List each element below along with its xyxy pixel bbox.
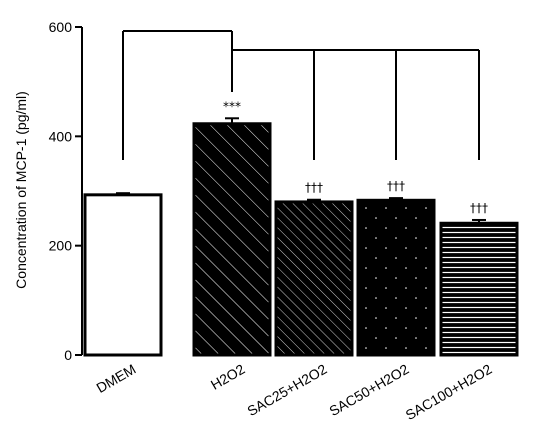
category-label: SAC25+H2O2 [244, 361, 329, 420]
significance-label: ††† [305, 181, 323, 195]
bar [192, 122, 272, 357]
category-label: SAC100+H2O2 [403, 361, 495, 423]
comparison-brackets [122, 30, 480, 160]
bar [439, 221, 519, 357]
bar [83, 193, 163, 357]
bar [274, 200, 354, 357]
category-label: DMEM [93, 361, 138, 396]
bars [83, 117, 519, 357]
y-tick-label: 0 [64, 347, 72, 363]
bar [356, 198, 436, 357]
significance-label: *** [223, 99, 241, 113]
significance-label: ††† [387, 179, 405, 193]
y-tick-label: 200 [49, 238, 73, 254]
y-tick-label: 600 [49, 19, 73, 35]
significance-label: ††† [470, 201, 488, 215]
y-axis-title: Concentration of MCP-1 (pg/ml) [13, 91, 29, 289]
category-label: H2O2 [208, 361, 248, 393]
y-tick-label: 400 [49, 128, 73, 144]
category-label: SAC50+H2O2 [326, 361, 411, 420]
axes: 0 200 400 600 [49, 19, 83, 363]
